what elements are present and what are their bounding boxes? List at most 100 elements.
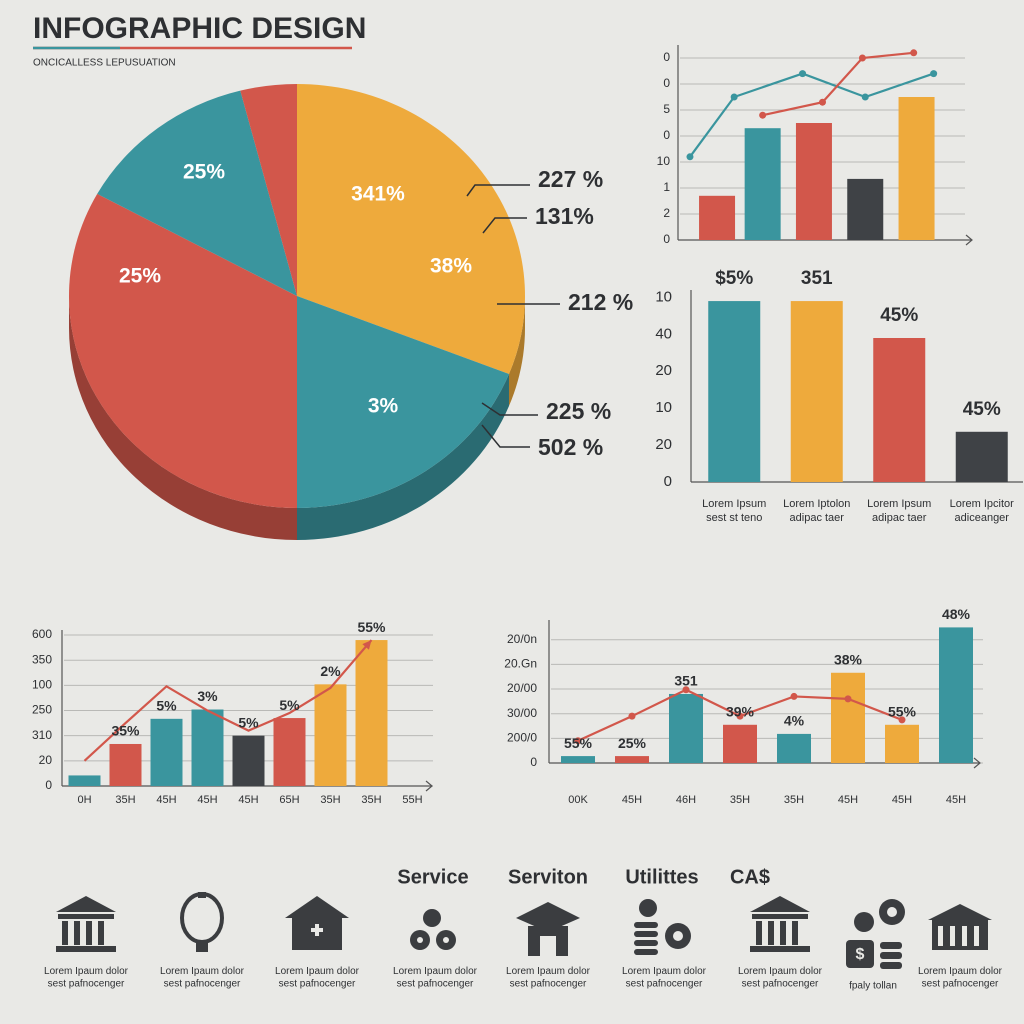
- x-tick-label: 45H: [946, 794, 966, 806]
- pie-slice: [97, 90, 297, 296]
- home-icon: [285, 896, 349, 950]
- line-marker: [844, 695, 852, 703]
- y-tick-label: 20: [655, 362, 672, 379]
- bar-annotation: 48%: [942, 606, 971, 622]
- line-marker: [574, 737, 582, 745]
- money-icon: $: [846, 899, 905, 969]
- pie-slice: [240, 84, 297, 296]
- pie-side: [297, 374, 509, 540]
- y-tick-label: 0: [663, 128, 670, 142]
- bar-annotation: 5%: [156, 698, 177, 714]
- line-marker: [628, 712, 636, 720]
- line-marker: [790, 692, 798, 700]
- x-tick-label: 55H: [402, 794, 422, 806]
- x-tick-label: 00K: [568, 794, 588, 806]
- bar: [885, 724, 919, 763]
- bar-annotation: 39%: [726, 703, 755, 719]
- x-tick-label: 35H: [115, 794, 135, 806]
- y-tick-label: 20.Gn: [504, 657, 537, 671]
- callout-label: 212 %: [568, 289, 633, 315]
- y-tick-label: 10: [657, 154, 671, 168]
- line-marker: [686, 153, 694, 161]
- bar: [744, 128, 781, 240]
- line-marker: [799, 70, 807, 78]
- service-label: fpaly tollan: [849, 981, 897, 992]
- y-tick-label: 20/00: [507, 681, 537, 695]
- bar-annotation: 55%: [564, 735, 593, 751]
- bar-annotation: 5%: [279, 697, 300, 713]
- x-tick-label: Lorem Ipsum sest st teno: [702, 498, 766, 524]
- y-tick-label: 20/0n: [507, 632, 537, 646]
- y-tick-label: 310: [32, 728, 52, 742]
- pie-slice: [68, 193, 297, 508]
- bar: [669, 693, 703, 763]
- service-heading: Utilittes: [625, 866, 698, 888]
- y-tick-label: 0: [664, 473, 672, 490]
- line-marker: [898, 716, 906, 724]
- pie-slice: [297, 84, 525, 375]
- subtitle: ONCICALLESS LEPUSUATION: [33, 58, 176, 69]
- callout-line: [482, 217, 527, 234]
- bulb-icon: [180, 892, 224, 952]
- bar-annotation: 4%: [784, 713, 805, 729]
- bar: [191, 709, 224, 786]
- graduation-icon: [516, 902, 580, 956]
- x-tick-label: Lorem Ipsum adipac taer: [867, 498, 931, 524]
- service-label: Lorem Ipaum dolor sest pafnocenger: [506, 966, 591, 990]
- y-tick-label: 5: [663, 102, 670, 116]
- coins-gear-icon: [634, 899, 691, 955]
- y-tick-label: 30/00: [507, 706, 537, 720]
- title: INFOGRAPHIC DESIGN: [33, 12, 366, 45]
- y-tick-label: 0: [45, 778, 52, 792]
- bar: [795, 123, 832, 240]
- y-tick-label: 100: [32, 678, 52, 692]
- y-tick-label: 0: [663, 50, 670, 64]
- pie-side: [508, 296, 525, 407]
- callout-label: 225 %: [546, 398, 611, 424]
- slice-label: 3%: [368, 395, 399, 418]
- callout-label: 502 %: [538, 434, 603, 460]
- bar: [699, 195, 736, 240]
- y-tick-label: 250: [32, 703, 52, 717]
- line: [83, 639, 373, 762]
- line-marker: [858, 54, 866, 62]
- callout-line: [481, 424, 530, 448]
- line-marker: [861, 93, 869, 101]
- slice-label: 25%: [183, 161, 225, 184]
- bar: [939, 627, 973, 763]
- y-tick-label: 0: [663, 76, 670, 90]
- bar: [898, 97, 935, 240]
- callout-line: [481, 402, 538, 416]
- y-tick-label: 2: [663, 206, 670, 220]
- bar-annotation: 35%: [111, 723, 140, 739]
- bar-annotation: 38%: [834, 651, 863, 667]
- gears-icon: [410, 909, 456, 950]
- line-marker: [759, 111, 767, 119]
- service-label: Lorem Ipaum dolor sest pafnocenger: [160, 966, 245, 990]
- slice-label: 25%: [119, 265, 161, 288]
- line-marker: [910, 49, 918, 57]
- line-marker: [730, 93, 738, 101]
- bar: [955, 431, 1008, 482]
- x-tick-label: 45H: [238, 794, 258, 806]
- y-tick-label: 10: [655, 288, 672, 305]
- line-marker: [930, 70, 938, 78]
- bar-annotation: 25%: [618, 735, 647, 751]
- bar-annotation: 351: [674, 673, 698, 689]
- x-tick-label: 35H: [320, 794, 340, 806]
- bar: [847, 178, 884, 240]
- x-axis-arrow: [973, 757, 981, 769]
- service-heading: Serviton: [508, 866, 588, 888]
- x-tick-label: 45H: [892, 794, 912, 806]
- service-label: Lorem Ipaum dolor sest pafnocenger: [393, 966, 478, 990]
- service-label: Lorem Ipaum dolor sest pafnocenger: [918, 966, 1003, 990]
- y-tick-label: 20: [39, 753, 53, 767]
- line: [762, 51, 914, 117]
- bar: [355, 640, 388, 786]
- x-tick-label: 46H: [676, 794, 696, 806]
- line-marker: [819, 98, 826, 106]
- callout-label: 227 %: [538, 166, 603, 192]
- x-tick-label: 45H: [622, 794, 642, 806]
- y-tick-label: 1: [663, 180, 670, 194]
- y-tick-label: 10: [655, 399, 672, 416]
